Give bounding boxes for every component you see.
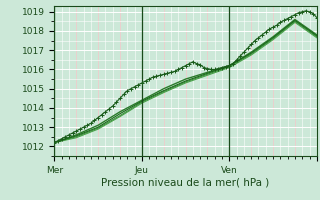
X-axis label: Pression niveau de la mer( hPa ): Pression niveau de la mer( hPa ) (101, 178, 270, 188)
